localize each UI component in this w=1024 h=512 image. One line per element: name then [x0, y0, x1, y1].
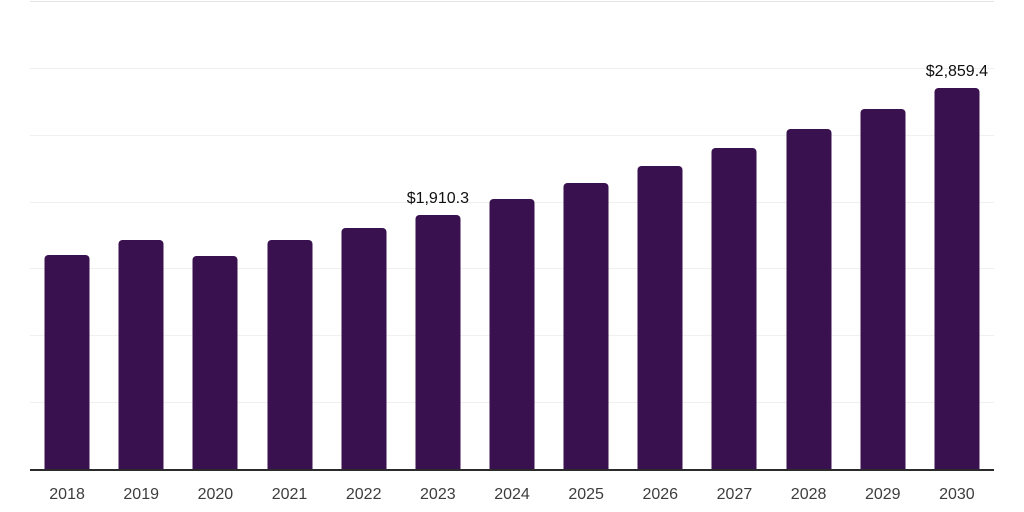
bar-2020 [192, 255, 238, 470]
x-axis-line [30, 469, 994, 471]
x-axis-label-2030: 2030 [939, 486, 975, 503]
bar-2019 [118, 239, 164, 470]
bar-band: 2026 [623, 2, 697, 503]
bar-2022 [341, 227, 387, 470]
x-axis-label-2024: 2024 [494, 486, 530, 503]
x-axis-label-2018: 2018 [49, 486, 85, 503]
bar-band: 2020 [178, 2, 252, 503]
gridline [30, 1, 994, 2]
bar-band: 2029 [846, 2, 920, 503]
bar-band: 2027 [697, 2, 771, 503]
bar-2021 [267, 239, 313, 470]
x-axis-label-2021: 2021 [271, 486, 308, 503]
bar-2024 [489, 199, 535, 470]
bar-value-label-2023: $1,910.3 [406, 189, 469, 207]
bar-band: 2025 [549, 2, 623, 503]
bar-2023 [415, 214, 461, 470]
bar-band: 2028 [772, 2, 846, 503]
bar-2027 [711, 148, 757, 470]
x-axis-label-2026: 2026 [642, 486, 679, 503]
gridline [30, 67, 994, 69]
bar-2026 [637, 166, 683, 470]
bar-band: 2019 [104, 2, 178, 503]
x-axis-label-2027: 2027 [716, 486, 753, 503]
x-axis-label-2023: 2023 [420, 486, 456, 503]
bar-2029 [860, 109, 906, 470]
x-axis-label-2025: 2025 [568, 486, 604, 503]
x-axis-label-2022: 2022 [345, 486, 382, 503]
bar-band: 2018 [30, 2, 104, 503]
x-axis-label-2029: 2029 [864, 486, 901, 503]
bar-2028 [786, 129, 832, 470]
bar-2025 [563, 183, 609, 470]
bar-band: 2024 [475, 2, 549, 503]
bar-band: $2,859.4 2030 [920, 2, 994, 503]
bar-2018 [44, 254, 90, 470]
x-axis-label-2019: 2019 [123, 486, 159, 503]
bar-value-label-2030: $2,859.4 [925, 62, 989, 80]
gridline [30, 134, 994, 136]
bar-band: 2021 [252, 2, 326, 503]
x-axis-label-2020: 2020 [197, 486, 234, 503]
x-axis-label-2028: 2028 [790, 486, 827, 503]
bar-band: 2022 [327, 2, 401, 503]
bar-2030 [934, 87, 980, 470]
bar-band: $1,910.3 2023 [401, 2, 475, 503]
plot-area: 2018 2019 2020 2021 2022 $1,910.3 2023 2024 2025… [30, 1, 994, 503]
